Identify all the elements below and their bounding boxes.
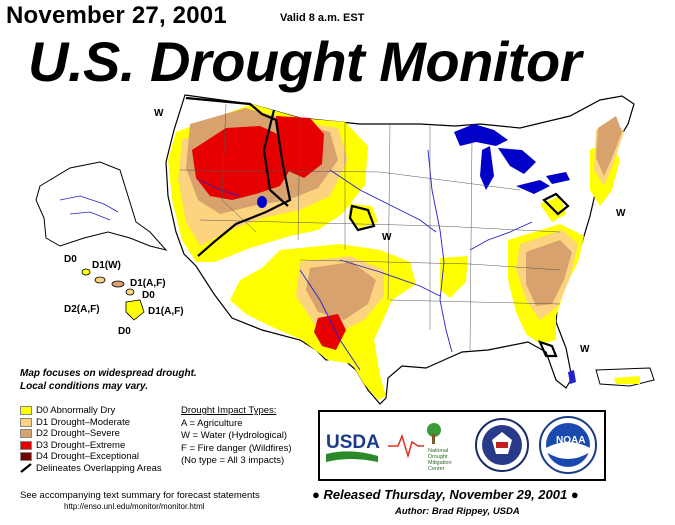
usda-text: USDA bbox=[326, 432, 380, 453]
bullet-icon: ● bbox=[567, 487, 579, 502]
legend-label-overlap: Delineates Overlapping Areas bbox=[36, 462, 162, 474]
map-date: November 27, 2001 bbox=[6, 2, 227, 29]
legend-label-d3: D3 Drought–Extreme bbox=[36, 439, 126, 451]
noaa-text: NOAA bbox=[556, 435, 585, 446]
label-hi-d1af-b: D1(A,F) bbox=[148, 306, 184, 317]
note-line-1: Map focuses on widespread drought. bbox=[20, 368, 197, 379]
legend-label-d4: D4 Drought–Exceptional bbox=[36, 451, 139, 462]
page-title: U.S. Drought Monitor bbox=[28, 30, 582, 93]
label-hi-d0: D0 bbox=[64, 254, 77, 265]
impact-line: F = Fire danger (Wildfires) bbox=[181, 442, 292, 454]
alaska-outline bbox=[35, 161, 168, 251]
label-hi-d1af-a: D1(A,F) bbox=[130, 278, 166, 289]
ndmc-line-1: National bbox=[428, 448, 448, 454]
valid-time: Valid 8 a.m. EST bbox=[280, 12, 365, 24]
great-lakes bbox=[257, 124, 570, 208]
impact-line: A = Agriculture bbox=[181, 417, 243, 429]
legend-swatch-d2 bbox=[20, 429, 32, 439]
noaa-logo: NOAA bbox=[539, 416, 597, 474]
pr-d0-area bbox=[614, 376, 640, 384]
ndmc-line-3: Mitigation bbox=[428, 460, 452, 466]
footer-url: http://enso.unl.edu/monitor/monitor.html bbox=[64, 502, 205, 511]
overlap-lines bbox=[185, 96, 570, 358]
legend-item-d0: D0 Abnormally Dry bbox=[20, 405, 162, 417]
label-hi-d1w: D1(W) bbox=[92, 260, 121, 271]
legend-item-d3: D3 Drought–Extreme bbox=[20, 440, 162, 452]
legend-item-d4: D4 Drought–Exceptional bbox=[20, 451, 162, 463]
label-hi-d0-c: D0 bbox=[118, 326, 131, 337]
label-w-northwest: W bbox=[154, 108, 164, 119]
legend-item-d1: D1 Drought–Moderate bbox=[20, 417, 162, 429]
state-borders bbox=[179, 103, 561, 351]
impact-header: Drought Impact Types: bbox=[181, 405, 277, 416]
overlap-line-icon bbox=[20, 463, 32, 474]
legend-swatch-d3 bbox=[20, 440, 32, 450]
agency-logos: USDA National Drought Mitigation Center … bbox=[318, 410, 606, 481]
label-w-southeast: W bbox=[580, 344, 590, 355]
logos-svg: USDA National Drought Mitigation Center … bbox=[326, 416, 597, 474]
legend-swatch-d1 bbox=[20, 417, 32, 427]
bullet-icon: ● bbox=[312, 487, 324, 502]
legend-label-d0: D0 Abnormally Dry bbox=[36, 405, 116, 416]
alaska-rivers bbox=[59, 195, 119, 221]
legend-swatch-d4 bbox=[20, 452, 32, 462]
released-text: Released Thursday, November 29, 2001 bbox=[323, 487, 568, 502]
hawaii-islands bbox=[81, 268, 145, 321]
author: Author: Brad Rippey, USDA bbox=[395, 506, 520, 517]
impact-line: W = Water (Hydrological) bbox=[181, 430, 288, 441]
note-line-2: Local conditions may vary. bbox=[20, 381, 149, 392]
legend-swatch-d0 bbox=[20, 406, 32, 416]
legend: D0 Abnormally Dry D1 Drought–Moderate D2… bbox=[20, 405, 162, 474]
impact-types: Drought Impact Types: A = Agriculture W … bbox=[181, 405, 292, 468]
label-hi-d0-b: D0 bbox=[142, 290, 155, 301]
legend-label-d2: D2 Drought–Severe bbox=[36, 428, 120, 439]
footer-line-1: See accompanying text summary for foreca… bbox=[20, 490, 260, 501]
legend-item-d2: D2 Drought–Severe bbox=[20, 428, 162, 440]
impact-line: (No type = All 3 impacts) bbox=[181, 455, 285, 466]
footer-text: See accompanying text summary for foreca… bbox=[20, 490, 260, 512]
ndmc-logo: National Drought Mitigation Center bbox=[388, 423, 452, 472]
commerce-seal bbox=[475, 418, 529, 472]
ndmc-line-4: Center bbox=[428, 466, 445, 472]
released-date: ● Released Thursday, November 29, 2001 ● bbox=[312, 487, 579, 502]
island-fl-keys bbox=[568, 370, 576, 384]
legend-item-overlap: Delineates Overlapping Areas bbox=[20, 463, 162, 475]
label-hi-d2af: D2(A,F) bbox=[64, 304, 100, 315]
label-w-plains: W bbox=[382, 232, 392, 243]
d3-areas bbox=[192, 116, 346, 350]
usda-logo: USDA bbox=[326, 432, 380, 462]
ndmc-line-2: Drought bbox=[428, 454, 448, 460]
legend-label-d1: D1 Drought–Moderate bbox=[36, 416, 130, 428]
label-w-northeast: W bbox=[616, 208, 626, 219]
map-note: Map focuses on widespread drought. Local… bbox=[20, 367, 197, 393]
